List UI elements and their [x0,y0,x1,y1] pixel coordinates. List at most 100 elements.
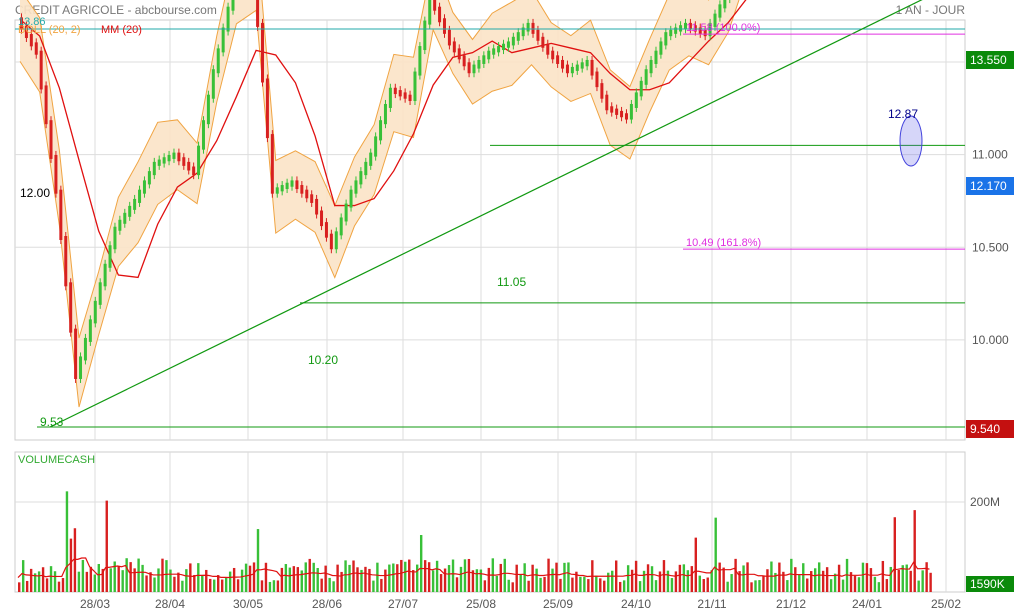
candle [270,134,274,194]
candle [201,120,205,150]
volume-bar [89,566,93,592]
candle [497,46,501,53]
volume-bar [622,580,626,592]
volume-bar [487,567,491,592]
candle [664,32,668,46]
candle [590,59,594,76]
volume-bar [742,565,745,592]
volume-bar [85,571,89,592]
volume-bar [21,560,25,592]
candle [256,0,260,27]
candle [639,80,643,97]
volume-bar [260,580,264,592]
volume-bar [917,580,920,592]
volume-bar [869,568,873,592]
volume-bar [240,569,244,592]
x-tick-label: 28/03 [80,597,110,611]
volume-bar [455,577,459,592]
volume-bar [790,558,793,592]
candle [398,90,402,97]
volume-bar [865,563,869,592]
volume-bar [97,563,100,592]
candle [467,62,471,74]
volume-bar [404,561,407,592]
candle [516,32,520,41]
volume-bar [535,568,538,592]
candle [462,55,466,67]
volume-bar [336,564,339,592]
candle [693,25,697,32]
volume-bar [575,571,578,592]
volume-bar [173,576,176,592]
volume-bar [810,571,813,592]
volume-bar [300,570,303,592]
volume-bar [519,574,522,592]
candle [679,25,683,32]
candle [128,205,132,217]
candle [305,189,309,199]
volume-bar [209,578,212,592]
volume-bar [885,579,889,592]
volume-bar [412,570,415,592]
volume-bar [228,571,232,592]
volume-bar [316,567,319,592]
volume-bar [857,577,861,592]
volume-bar [849,572,853,592]
volume-bar [626,565,630,592]
candle [98,282,102,305]
candle [54,154,58,194]
period-label[interactable]: 1 AN - JOUR [895,3,965,17]
volume-bar [821,570,825,592]
candle [521,27,525,37]
candle [172,152,176,159]
candle [477,59,481,69]
volume-bar [45,578,49,592]
candle [280,185,284,192]
volume-bar [427,562,431,592]
volume-bar [746,562,749,592]
volume-bar [471,570,475,592]
volume-bar [49,566,53,592]
volume-bar [718,562,721,592]
candle [359,171,363,185]
candle [703,29,707,37]
volume-average-line [17,557,930,579]
volume-bar [447,565,451,592]
candle [526,22,530,32]
candle [698,27,702,34]
volume-bar [909,570,912,592]
candle [133,198,137,210]
candle [206,94,210,125]
x-tick-label: 28/06 [312,597,342,611]
candle [157,159,161,166]
volume-bar [611,570,614,592]
volume-bar [778,562,781,592]
volume-bar [149,572,152,592]
candle [447,29,451,46]
volume-bar [738,571,741,592]
volume-bar [833,573,837,592]
volume-bar [324,565,327,592]
candle [344,203,348,222]
candle [374,136,378,157]
candle [113,226,117,250]
volume-bar [137,558,140,592]
volume-bar [252,562,256,592]
candle [605,94,609,111]
volume-bar [220,579,224,592]
x-tick-label: 25/08 [466,597,496,611]
volume-bar [929,572,932,592]
volume-bar [646,564,650,592]
volume-bar [439,574,443,592]
price-tag-low: 9.540 [970,422,1000,436]
candle [541,36,545,48]
volume-bar [670,578,674,592]
candle [718,4,722,18]
price-tag-top-bg [966,51,1014,69]
volume-title: VOLUMECASH [18,454,95,466]
candle [649,59,653,74]
volume-bar [814,568,817,592]
x-tick-label: 25/09 [543,597,573,611]
volume-bar [205,569,208,592]
volume-bar [479,569,483,592]
